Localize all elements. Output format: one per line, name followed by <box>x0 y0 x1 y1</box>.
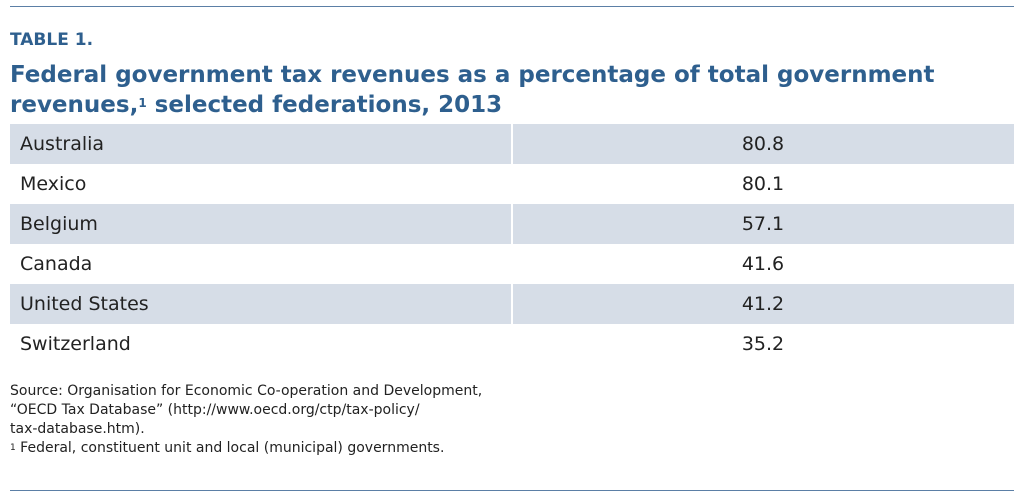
country-cell: Mexico <box>20 173 87 195</box>
table-row: Mexico 80.1 <box>10 164 1014 204</box>
notes: Source: Organisation for Economic Co-ope… <box>10 382 482 458</box>
value-cell: 80.8 <box>741 133 785 155</box>
value-cell: 57.1 <box>741 213 785 235</box>
country-cell: Belgium <box>20 213 98 235</box>
table-row: Australia 80.8 <box>10 124 1014 164</box>
table-row: Switzerland 35.2 <box>10 324 1014 364</box>
top-rule <box>10 6 1014 7</box>
value-cell: 41.2 <box>741 293 785 315</box>
footnote-mark: 1 <box>10 443 16 453</box>
value-cell: 35.2 <box>741 333 785 355</box>
table-title: Federal government tax revenues as a per… <box>10 60 990 120</box>
value-cell: 41.6 <box>741 253 785 275</box>
bottom-rule <box>10 490 1014 491</box>
title-text: Federal government tax revenues as a per… <box>10 62 935 118</box>
footnote-mark: 1 <box>138 96 147 110</box>
source-line: “OECD Tax Database” (http://www.oecd.org… <box>10 402 420 418</box>
country-cell: United States <box>20 293 149 315</box>
value-cell: 80.1 <box>741 173 785 195</box>
table-row: United States 41.2 <box>10 284 1014 324</box>
country-cell: Canada <box>20 253 93 275</box>
source-line: tax-database.htm). <box>10 421 145 437</box>
source-line: Source: Organisation for Economic Co-ope… <box>10 383 483 399</box>
country-cell: Switzerland <box>20 333 131 355</box>
country-cell: Australia <box>20 133 105 155</box>
table-label: TABLE 1. <box>10 30 94 50</box>
table: Australia 80.8 Mexico 80.1 Belgium 57.1 Canada… <box>10 124 1014 364</box>
footnote-text: Federal, constituent unit and local (mun… <box>15 440 445 456</box>
footnote: 1 Federal, constituent unit and local (m… <box>10 439 482 458</box>
table-row: Belgium 57.1 <box>10 204 1014 244</box>
table-row: Canada 41.6 <box>10 244 1014 284</box>
title-text: selected federations, 2013 <box>146 92 503 118</box>
